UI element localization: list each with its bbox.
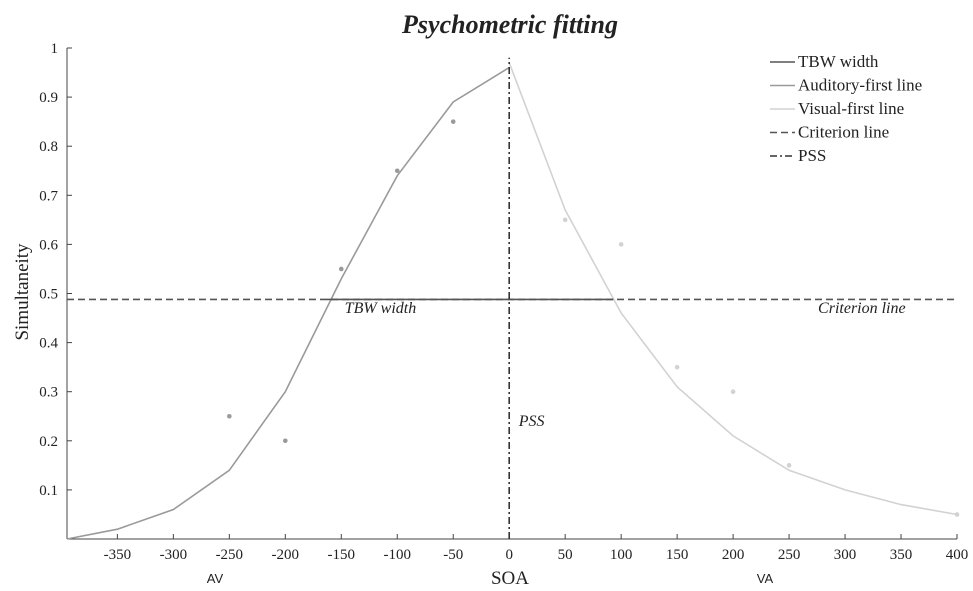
x-tick-label: 150 <box>666 547 689 563</box>
y-axis-label: Simultaneity <box>12 243 33 341</box>
x-tick-label: 100 <box>610 547 633 563</box>
x-tick-label: 200 <box>722 547 745 563</box>
chart-title: Psychometric fitting <box>401 10 618 39</box>
x-tick-label: -300 <box>160 547 188 563</box>
x-tick-label: -50 <box>443 547 463 563</box>
legend-label-visual-first-line: Visual-first line <box>798 99 904 118</box>
legend-label-pss: PSS <box>798 146 826 165</box>
data-point <box>394 168 400 174</box>
y-tick-label: 0.9 <box>39 90 58 106</box>
x-side-label-right: VA <box>757 571 774 586</box>
y-tick-label: 0.6 <box>39 237 58 253</box>
series-visual-first-line-line <box>508 62 958 516</box>
x-axis-label: SOA <box>491 568 529 586</box>
annotation-label: PSS <box>518 413 545 430</box>
data-point <box>618 242 624 247</box>
x-side-label-left: AV <box>207 571 224 586</box>
x-tick-label: -250 <box>216 547 244 563</box>
data-point <box>227 413 232 419</box>
legend-label-tbw-width: TBW width <box>798 52 879 71</box>
data-point <box>283 438 288 444</box>
x-tick-label: 0 <box>505 547 513 563</box>
x-tick-label: 350 <box>890 547 913 563</box>
x-tick-label: -350 <box>104 547 132 563</box>
y-tick-label: 0.4 <box>39 336 58 352</box>
y-tick-label: 0.8 <box>39 139 58 155</box>
annotation-label: TBW width <box>345 300 417 317</box>
data-point <box>730 389 736 395</box>
x-tick-label: 400 <box>946 547 969 563</box>
data-point <box>562 217 568 223</box>
data-point <box>674 364 680 370</box>
data-point <box>338 266 344 272</box>
data-point <box>786 463 792 468</box>
y-tick-label: 0.3 <box>39 385 58 401</box>
legend: TBW width Auditory-first line Visual-first… <box>770 52 922 165</box>
x-tick-label: -100 <box>384 547 412 563</box>
x-tick-label: 250 <box>778 547 801 563</box>
y-tick-label: 0.7 <box>39 188 58 204</box>
x-tick-label: 300 <box>834 547 857 563</box>
x-tick-label: -150 <box>328 547 356 563</box>
data-point <box>450 119 456 124</box>
y-tick-label: 0.1 <box>39 483 58 499</box>
legend-label-criterion-line: Criterion line <box>798 123 889 142</box>
legend-label-auditory-first-line: Auditory-first line <box>798 76 922 95</box>
annotation-label: Criterion line <box>818 300 906 317</box>
x-tick-label: -200 <box>272 547 300 563</box>
data-point <box>954 512 960 517</box>
x-tick-label: 50 <box>558 547 573 563</box>
y-tick-label: 0.5 <box>39 287 58 303</box>
plot-area: 0.1 0.2 0.3 0.4 0.5 0.6 0.7 0.8 0.9 1 -350 -300 -250… <box>39 41 968 563</box>
y-tick-label: 0.2 <box>39 434 58 450</box>
series-auditory-first-line-line <box>66 66 510 540</box>
y-tick-label: 1 <box>51 41 59 57</box>
